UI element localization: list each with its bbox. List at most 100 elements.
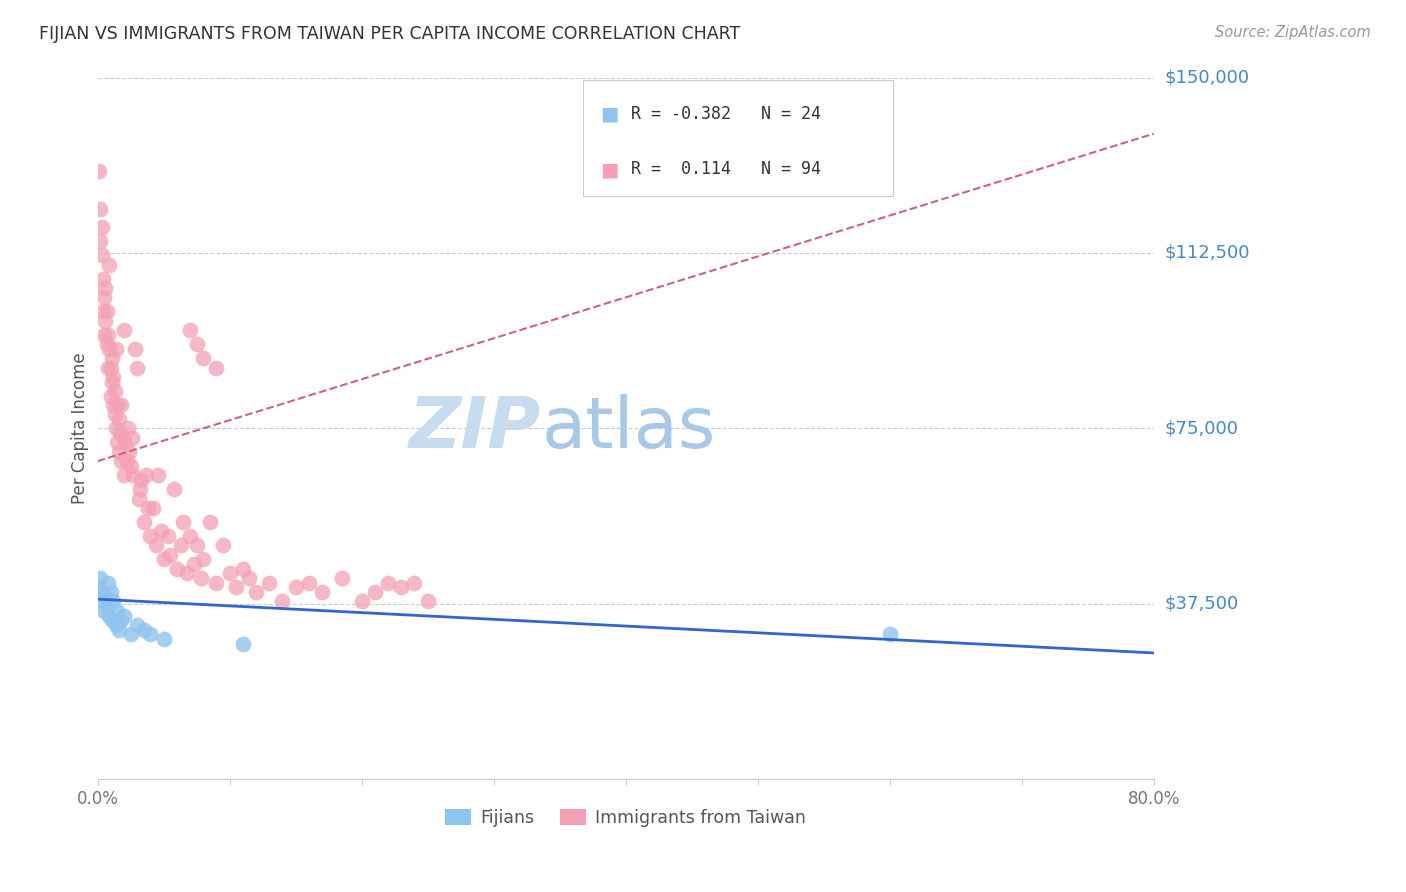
Point xyxy=(87,164,110,178)
Text: ZIP: ZIP xyxy=(409,394,541,463)
Point xyxy=(101,375,124,389)
Point xyxy=(156,529,179,543)
Point xyxy=(101,351,124,366)
Point xyxy=(107,623,129,637)
Point xyxy=(232,562,254,576)
Point xyxy=(111,431,134,445)
Point xyxy=(120,627,142,641)
Point xyxy=(89,571,111,585)
Point xyxy=(139,529,162,543)
Point xyxy=(105,618,128,632)
Text: $150,000: $150,000 xyxy=(1166,69,1250,87)
Point xyxy=(110,454,132,468)
Point xyxy=(87,581,110,595)
Legend: Fijians, Immigrants from Taiwan: Fijians, Immigrants from Taiwan xyxy=(439,802,813,834)
Point xyxy=(225,581,247,595)
Point xyxy=(132,515,155,529)
Point xyxy=(96,337,118,351)
Text: R = -0.382   N = 24: R = -0.382 N = 24 xyxy=(631,105,821,123)
Text: $112,500: $112,500 xyxy=(1166,244,1250,262)
Point xyxy=(257,575,280,590)
Point xyxy=(128,491,150,506)
Point xyxy=(98,342,121,356)
Point xyxy=(245,585,267,599)
Text: FIJIAN VS IMMIGRANTS FROM TAIWAN PER CAPITA INCOME CORRELATION CHART: FIJIAN VS IMMIGRANTS FROM TAIWAN PER CAP… xyxy=(39,25,741,43)
Point xyxy=(97,360,120,375)
Point xyxy=(110,613,132,627)
Point xyxy=(176,566,198,581)
Point xyxy=(298,575,321,590)
Point xyxy=(105,398,128,412)
Point xyxy=(93,327,115,342)
Point xyxy=(132,623,155,637)
Point xyxy=(100,389,122,403)
Text: R =  0.114   N = 94: R = 0.114 N = 94 xyxy=(631,161,821,178)
Point xyxy=(103,398,125,412)
Point xyxy=(124,342,146,356)
Point xyxy=(311,585,333,599)
Point xyxy=(238,571,260,585)
Point xyxy=(103,594,125,608)
Point xyxy=(139,627,162,641)
Point xyxy=(89,202,111,216)
Point xyxy=(179,529,201,543)
Text: atlas: atlas xyxy=(541,394,716,463)
Point xyxy=(90,585,112,599)
Point xyxy=(232,637,254,651)
Point xyxy=(105,435,128,450)
Point xyxy=(112,608,135,623)
Point xyxy=(91,271,114,285)
Point xyxy=(404,575,426,590)
Point xyxy=(170,538,193,552)
Point xyxy=(271,594,294,608)
Point xyxy=(389,581,412,595)
Point xyxy=(121,431,143,445)
Point xyxy=(127,360,149,375)
Text: Source: ZipAtlas.com: Source: ZipAtlas.com xyxy=(1215,25,1371,40)
Point xyxy=(127,618,149,632)
Text: ■: ■ xyxy=(600,160,619,179)
Point xyxy=(94,281,117,295)
Y-axis label: Per Capita Income: Per Capita Income xyxy=(72,352,89,504)
Point xyxy=(105,342,128,356)
Point xyxy=(152,632,174,646)
Point xyxy=(104,384,127,398)
Point xyxy=(205,575,228,590)
Point xyxy=(94,590,117,604)
Point xyxy=(117,421,139,435)
Point xyxy=(100,585,122,599)
Point xyxy=(103,370,125,384)
Point xyxy=(284,581,307,595)
Point xyxy=(128,482,150,496)
Point xyxy=(108,426,131,441)
Point xyxy=(101,613,124,627)
Point xyxy=(96,599,118,614)
Point xyxy=(190,571,212,585)
Point xyxy=(115,454,138,468)
Point xyxy=(145,538,167,552)
Point xyxy=(97,327,120,342)
Point xyxy=(350,594,373,608)
Point xyxy=(93,290,115,304)
Point xyxy=(198,515,221,529)
Point xyxy=(120,458,142,473)
Point xyxy=(879,627,901,641)
Point xyxy=(193,552,215,566)
Text: $37,500: $37,500 xyxy=(1166,595,1239,613)
Point xyxy=(159,548,181,562)
Point xyxy=(129,473,152,487)
Point xyxy=(377,575,399,590)
Text: ■: ■ xyxy=(600,104,619,124)
Point xyxy=(110,398,132,412)
Point xyxy=(142,500,165,515)
Point xyxy=(93,604,115,618)
Point xyxy=(364,585,387,599)
Point xyxy=(122,468,145,483)
Point xyxy=(330,571,353,585)
Point xyxy=(163,482,186,496)
Point xyxy=(152,552,174,566)
Point xyxy=(166,562,188,576)
Point xyxy=(98,608,121,623)
Point xyxy=(97,575,120,590)
Point xyxy=(118,444,141,458)
